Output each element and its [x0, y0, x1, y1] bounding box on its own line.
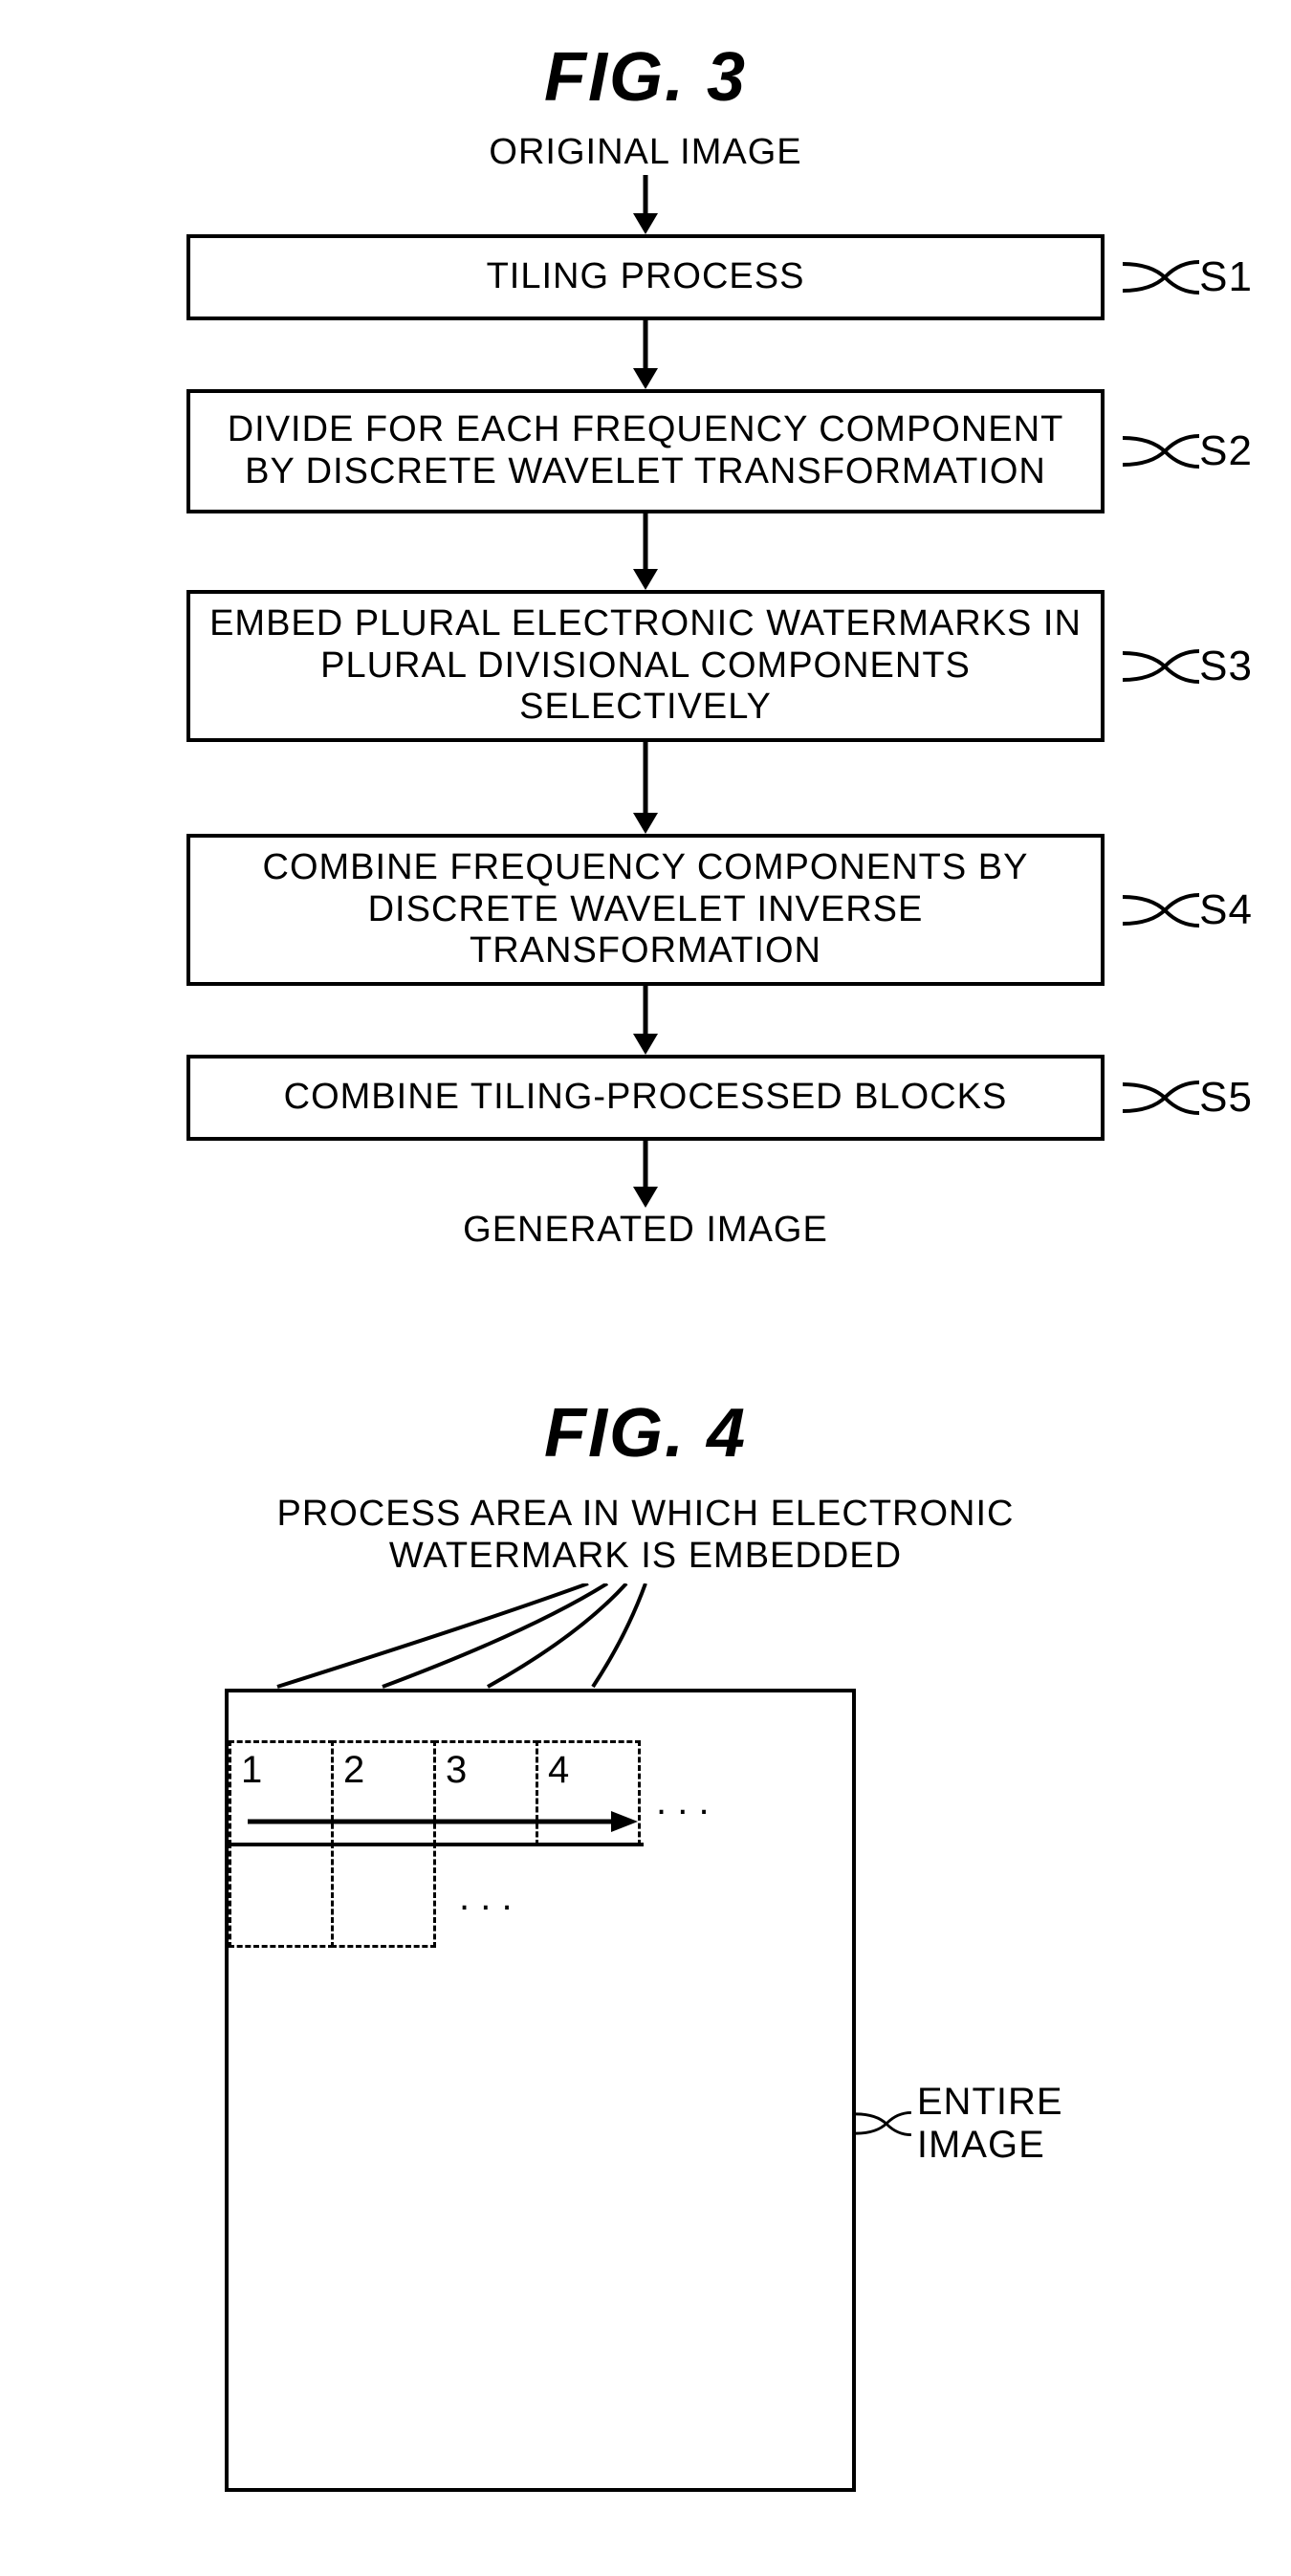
figure-4: FIG. 4 PROCESS AREA IN WHICH ELECTRONIC … — [19, 1394, 1272, 2491]
step-tag-text: S5 — [1199, 1074, 1253, 1122]
arrow-down-icon — [626, 513, 665, 590]
step-box-s5: COMBINE TILING-PROCESSED BLOCKS — [186, 1055, 1105, 1141]
step-row-s4: COMBINE FREQUENCY COMPONENTS BY DISCRETE… — [19, 834, 1272, 986]
step-tag-text: S3 — [1199, 643, 1253, 690]
step-tag-s2: S2 — [1123, 423, 1253, 480]
figure-4-caption: PROCESS AREA IN WHICH ELECTRONIC WATERMA… — [276, 1494, 1014, 1577]
arrow-down-icon — [626, 320, 665, 389]
ellipsis-horizontal: . . . — [656, 1780, 710, 1823]
tile-row-2: . . . — [229, 1843, 710, 1948]
figure-4-body: 1 2 3 4 . . . — [167, 1583, 1124, 2492]
tile-number: 4 — [548, 1749, 569, 1792]
caption-line-1: PROCESS AREA IN WHICH ELECTRONIC — [276, 1494, 1014, 1534]
step-tag-s5: S5 — [1123, 1069, 1253, 1126]
connector-curve-icon — [1123, 1069, 1199, 1126]
figure-3-output-label: GENERATED IMAGE — [463, 1210, 828, 1251]
tile-number: 3 — [446, 1749, 467, 1792]
connector-curve-icon — [856, 2095, 911, 2152]
tile-number: 1 — [241, 1749, 262, 1792]
page: FIG. 3 ORIGINAL IMAGE TILING PROCESS S1 — [19, 38, 1272, 2492]
figure-3-title: FIG. 3 — [544, 38, 747, 117]
step-row-s5: COMBINE TILING-PROCESSED BLOCKS S5 — [19, 1055, 1272, 1141]
step-tag-s4: S4 — [1123, 882, 1253, 939]
arrow-down-icon — [626, 175, 665, 234]
ellipsis-horizontal: . . . — [459, 1876, 513, 1919]
step-row-s1: TILING PROCESS S1 — [19, 234, 1272, 320]
arrow-down-icon — [626, 1141, 665, 1208]
figure-3: FIG. 3 ORIGINAL IMAGE TILING PROCESS S1 — [19, 38, 1272, 1251]
step-row-s3: EMBED PLURAL ELECTRONIC WATERMARKS IN PL… — [19, 590, 1272, 742]
step-tag-s3: S3 — [1123, 638, 1253, 695]
connector-curve-icon — [1123, 882, 1199, 939]
entire-image-text: ENTIRE IMAGE — [917, 2081, 1124, 2167]
tile-number: 2 — [343, 1749, 364, 1792]
step-box-s3: EMBED PLURAL ELECTRONIC WATERMARKS IN PL… — [186, 590, 1105, 742]
entire-image-box: 1 2 3 4 . . . — [225, 1689, 856, 2492]
step-tag-text: S4 — [1199, 886, 1253, 934]
entire-image-label: ENTIRE IMAGE — [856, 2081, 1124, 2167]
step-row-s2: DIVIDE FOR EACH FREQUENCY COMPONENT BY D… — [19, 389, 1272, 513]
callout-curves-icon — [167, 1583, 1124, 1689]
figure-3-input-label: ORIGINAL IMAGE — [489, 132, 801, 173]
tiles-area: 1 2 3 4 . . . — [229, 1740, 710, 1948]
connector-curve-icon — [1123, 423, 1199, 480]
figure-4-title: FIG. 4 — [544, 1394, 747, 1473]
arrow-right-icon — [248, 1807, 640, 1836]
step-tag-text: S2 — [1199, 427, 1253, 475]
connector-curve-icon — [1123, 249, 1199, 306]
arrow-down-icon — [626, 742, 665, 834]
tile-row2-1 — [229, 1843, 334, 1948]
step-tag-text: S1 — [1199, 253, 1253, 301]
step-box-s4: COMBINE FREQUENCY COMPONENTS BY DISCRETE… — [186, 834, 1105, 986]
tile-row2-2 — [331, 1843, 436, 1948]
step-tag-s1: S1 — [1123, 249, 1253, 306]
caption-line-2: WATERMARK IS EMBEDDED — [389, 1536, 902, 1576]
arrow-down-icon — [626, 986, 665, 1055]
step-box-s2: DIVIDE FOR EACH FREQUENCY COMPONENT BY D… — [186, 389, 1105, 513]
step-box-s1: TILING PROCESS — [186, 234, 1105, 320]
connector-curve-icon — [1123, 638, 1199, 695]
